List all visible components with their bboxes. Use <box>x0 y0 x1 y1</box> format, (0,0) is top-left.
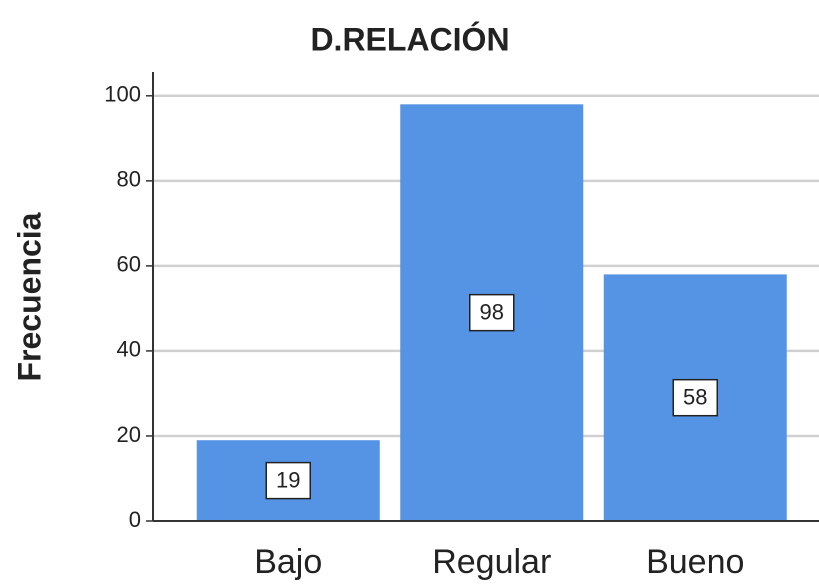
x-tick-label: Regular <box>432 543 551 581</box>
y-tick-label: 0 <box>129 507 141 532</box>
y-tick-label: 60 <box>117 252 141 277</box>
value-label: 58 <box>683 385 707 410</box>
y-tick-label: 20 <box>117 422 141 447</box>
value-label: 98 <box>480 299 504 324</box>
y-tick-label: 80 <box>117 167 141 192</box>
value-label-box <box>469 293 515 332</box>
value-label-box <box>265 461 311 500</box>
y-axis-label: Frecuencia <box>11 212 47 381</box>
value-label-box <box>672 378 718 417</box>
x-tick-label: Bueno <box>646 543 744 581</box>
x-tick-label: Bajo <box>254 543 322 581</box>
value-label: 19 <box>276 467 300 492</box>
y-tick-label: 40 <box>117 337 141 362</box>
chart-title: D.RELACIÓN <box>310 21 509 57</box>
y-tick-label: 100 <box>104 82 141 107</box>
